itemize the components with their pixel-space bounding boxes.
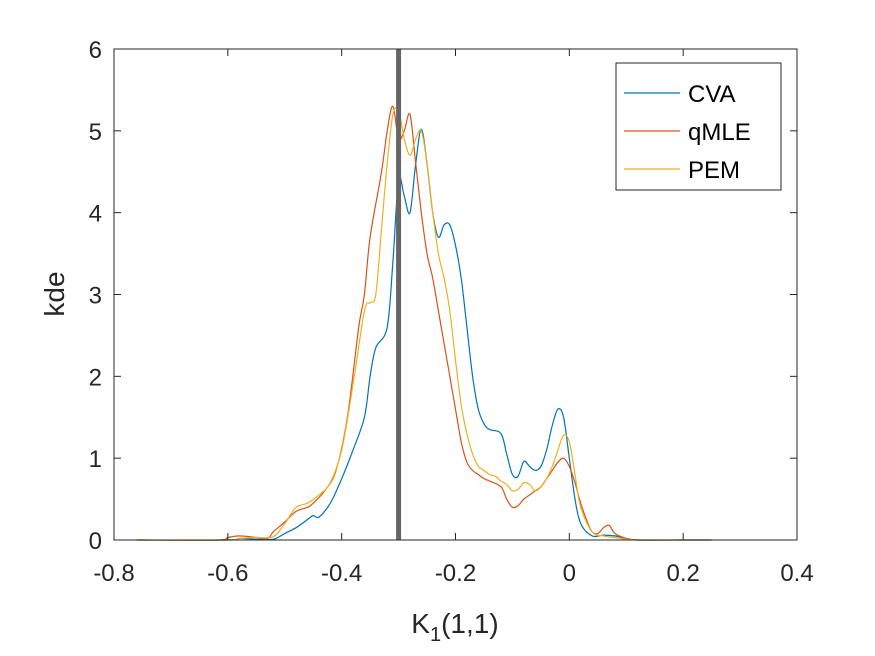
x-tick-label: -0.2: [435, 560, 476, 587]
y-tick-label: 5: [89, 119, 102, 146]
x-tick-label: 0: [563, 560, 576, 587]
x-axis-ticks: [113, 49, 798, 540]
x-tick-label: -0.6: [207, 560, 248, 587]
y-tick-label: 3: [89, 283, 102, 310]
x-axis-tick-labels: -0.8 -0.6 -0.4 -0.2 0 0.2 0.4: [93, 560, 813, 587]
series-layer: [136, 105, 712, 541]
x-tick-label: 0.4: [780, 560, 813, 587]
x-axis-title: K1(1,1): [411, 608, 498, 646]
legend-label-cva: CVA: [688, 81, 736, 108]
y-tick-label: 4: [89, 201, 102, 228]
y-axis-tick-labels: 0 1 2 3 4 5 6: [89, 37, 102, 555]
x-tick-label: 0.2: [666, 560, 699, 587]
series-line-qmle: [136, 105, 712, 541]
y-tick-label: 2: [89, 364, 102, 391]
legend: CVA qMLE PEM: [615, 62, 782, 191]
y-axis-ticks: [114, 48, 797, 541]
series-line-pem: [136, 106, 712, 541]
x-tick-label: -0.4: [321, 560, 362, 587]
y-axis-title: kde: [39, 271, 70, 316]
series-line-cva: [136, 128, 712, 541]
legend-label-qmle: qMLE: [688, 119, 751, 146]
y-tick-label: 0: [89, 528, 102, 555]
y-tick-label: 1: [89, 446, 102, 473]
y-tick-label: 6: [89, 37, 102, 64]
legend-label-pem: PEM: [688, 157, 740, 184]
x-tick-label: -0.8: [93, 560, 134, 587]
